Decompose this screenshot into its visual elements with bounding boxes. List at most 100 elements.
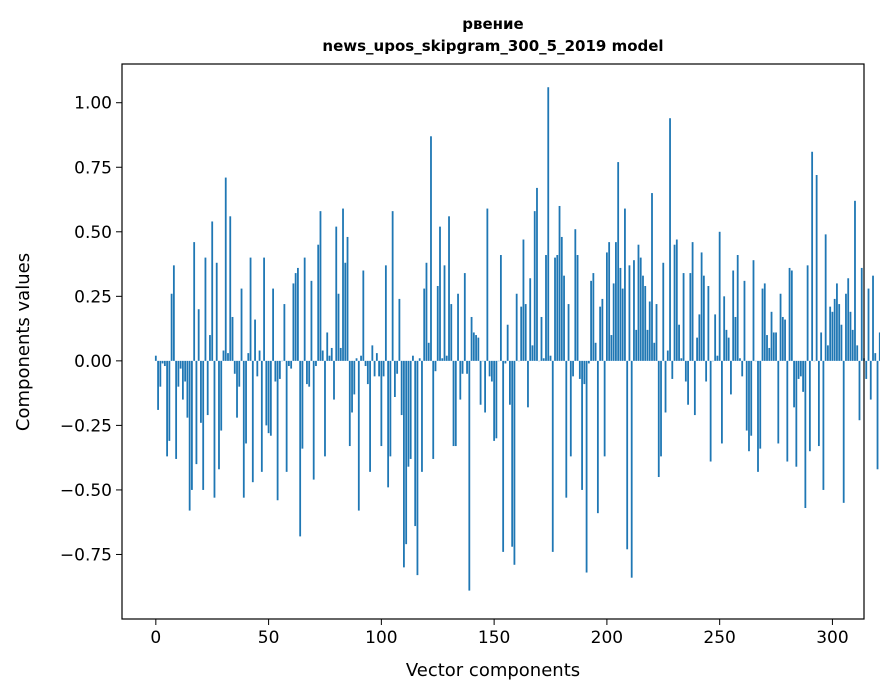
bar-component-37 bbox=[238, 360, 241, 387]
bar-component-279 bbox=[784, 319, 786, 361]
bar-component-303 bbox=[838, 304, 841, 361]
bar-component-179 bbox=[558, 205, 561, 361]
bar-component-188 bbox=[578, 360, 581, 379]
y-tick-label: 0.25 bbox=[74, 287, 112, 307]
bar-component-9 bbox=[175, 360, 178, 459]
bar-component-310 bbox=[854, 200, 856, 361]
bar-component-93 bbox=[364, 360, 367, 367]
bar-component-160 bbox=[515, 293, 518, 361]
bar-component-194 bbox=[592, 273, 595, 361]
chart-subtitle: news_upos_skipgram_300_5_2019 model bbox=[322, 37, 663, 55]
x-tick-label: 200 bbox=[591, 628, 623, 648]
bar-component-234 bbox=[682, 273, 685, 361]
bar-component-267 bbox=[757, 360, 759, 472]
bar-component-1 bbox=[157, 360, 159, 410]
bar-component-251 bbox=[721, 360, 723, 444]
bar-component-209 bbox=[626, 360, 629, 550]
bar-component-290 bbox=[808, 360, 811, 452]
bar-component-212 bbox=[633, 260, 635, 361]
bar-component-22 bbox=[204, 257, 207, 361]
bar-component-6 bbox=[168, 360, 171, 441]
bar-component-72 bbox=[317, 244, 320, 361]
bar-component-151 bbox=[495, 360, 498, 439]
bar-component-189 bbox=[581, 360, 583, 490]
bar-component-91 bbox=[360, 355, 362, 361]
x-tick-label: 300 bbox=[816, 628, 848, 648]
bar-component-301 bbox=[833, 298, 836, 361]
bar-component-169 bbox=[536, 187, 538, 361]
bar-component-123 bbox=[432, 360, 435, 459]
bar-component-215 bbox=[639, 257, 642, 361]
bar-component-312 bbox=[858, 360, 861, 421]
bar-component-284 bbox=[795, 360, 798, 467]
bar-component-139 bbox=[468, 360, 471, 591]
bar-component-162 bbox=[520, 306, 523, 361]
bar-component-101 bbox=[382, 360, 385, 377]
bar-component-59 bbox=[287, 360, 290, 367]
bar-component-82 bbox=[339, 347, 342, 361]
bar-component-294 bbox=[817, 360, 820, 447]
bar-component-83 bbox=[342, 208, 344, 361]
bar-component-155 bbox=[504, 360, 507, 364]
bar-component-208 bbox=[624, 208, 626, 361]
bar-component-180 bbox=[560, 236, 563, 361]
bar-component-141 bbox=[472, 332, 475, 361]
bar-component-256 bbox=[732, 270, 735, 361]
bar-component-264 bbox=[750, 360, 753, 436]
bar-component-41 bbox=[247, 353, 250, 361]
bar-component-134 bbox=[457, 293, 459, 361]
bar-component-237 bbox=[689, 273, 692, 361]
bar-component-128 bbox=[443, 265, 446, 361]
bar-component-315 bbox=[865, 360, 868, 379]
bar-component-308 bbox=[849, 311, 852, 361]
bar-component-217 bbox=[644, 286, 647, 361]
bar-component-199 bbox=[603, 360, 606, 457]
bar-component-32 bbox=[227, 353, 229, 361]
bar-component-58 bbox=[285, 360, 288, 472]
bar-component-236 bbox=[687, 360, 689, 405]
bar-component-306 bbox=[845, 293, 847, 361]
bar-component-68 bbox=[308, 360, 311, 387]
bar-component-64 bbox=[299, 360, 302, 537]
bar-component-109 bbox=[400, 360, 403, 416]
y-tick-label: 1.00 bbox=[74, 94, 112, 114]
bar-component-233 bbox=[680, 358, 683, 361]
bar-component-85 bbox=[346, 236, 349, 361]
bar-component-192 bbox=[587, 360, 590, 364]
bar-component-299 bbox=[829, 306, 832, 361]
bar-component-271 bbox=[766, 335, 768, 361]
bar-component-213 bbox=[635, 329, 638, 361]
bar-component-177 bbox=[554, 257, 556, 361]
bar-component-241 bbox=[698, 314, 701, 361]
bar-component-14 bbox=[186, 360, 189, 418]
bar-component-147 bbox=[486, 208, 489, 361]
bar-component-31 bbox=[224, 177, 227, 361]
bar-component-239 bbox=[693, 360, 696, 416]
bar-component-111 bbox=[405, 360, 408, 545]
bar-component-231 bbox=[675, 239, 678, 361]
bar-component-274 bbox=[772, 332, 775, 361]
bar-component-150 bbox=[493, 360, 496, 441]
bar-component-181 bbox=[563, 275, 565, 361]
bar-component-36 bbox=[236, 360, 238, 418]
bar-component-96 bbox=[371, 345, 374, 361]
bar-component-196 bbox=[596, 360, 599, 514]
bar-component-38 bbox=[240, 288, 243, 361]
bar-component-117 bbox=[418, 358, 421, 361]
bar-component-268 bbox=[759, 360, 762, 449]
bar-component-176 bbox=[551, 360, 554, 552]
bar-component-187 bbox=[576, 255, 579, 361]
bar-component-17 bbox=[193, 242, 196, 361]
bar-component-49 bbox=[265, 360, 268, 426]
bar-component-46 bbox=[258, 350, 261, 361]
bar-component-71 bbox=[315, 360, 317, 367]
bar-component-27 bbox=[215, 262, 218, 361]
bar-component-113 bbox=[409, 360, 412, 459]
bar-component-60 bbox=[290, 360, 293, 369]
bar-component-293 bbox=[815, 175, 818, 361]
bar-component-118 bbox=[421, 360, 423, 472]
bar-component-210 bbox=[628, 265, 631, 361]
bar-component-154 bbox=[502, 360, 505, 552]
bar-component-221 bbox=[653, 342, 656, 361]
